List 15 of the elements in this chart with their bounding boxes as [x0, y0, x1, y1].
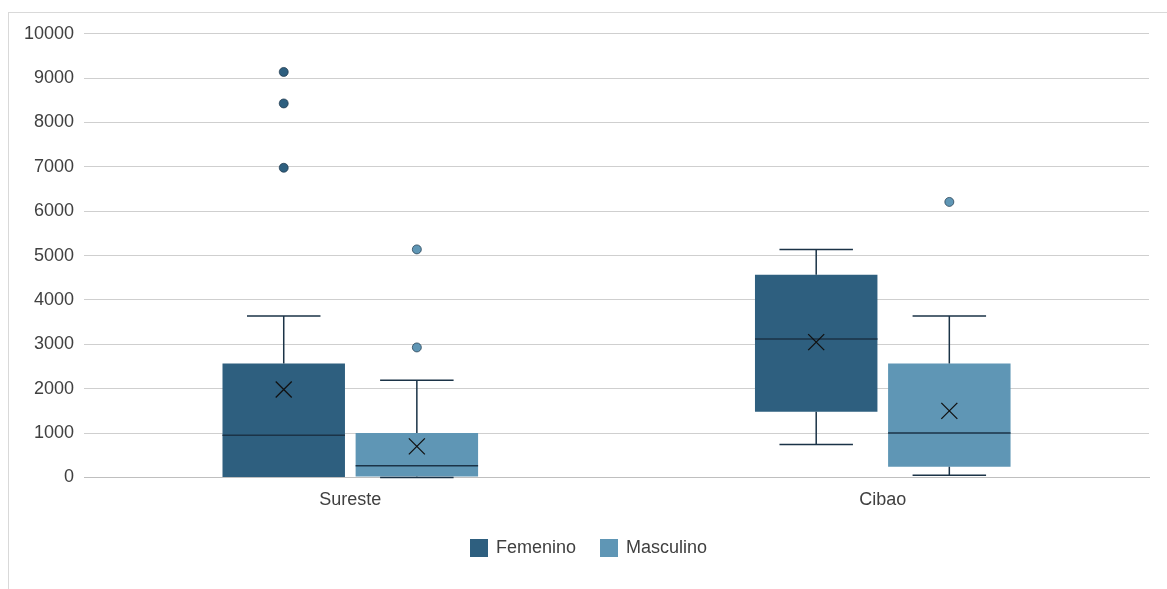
y-tick-label: 3000 — [34, 333, 75, 354]
y-tick-label: 4000 — [34, 288, 75, 309]
x-tick-label: Sureste — [319, 489, 382, 510]
y-tick-label: 7000 — [34, 155, 75, 176]
y-tick-label: 1000 — [34, 422, 75, 443]
y-tick-label: 8000 — [34, 111, 75, 132]
y-tick-label: 5000 — [34, 244, 75, 265]
y-tick-label: 9000 — [34, 67, 75, 88]
y-tick-label: 0 — [64, 466, 75, 487]
x-tick-label: Cibao — [859, 489, 907, 510]
y-tick-label: 10000 — [23, 22, 75, 43]
y-tick-label: 2000 — [34, 377, 75, 398]
legend-label: Masculino — [626, 537, 708, 558]
legend-label: Femenino — [495, 537, 576, 558]
y-tick-label: 6000 — [34, 200, 75, 221]
